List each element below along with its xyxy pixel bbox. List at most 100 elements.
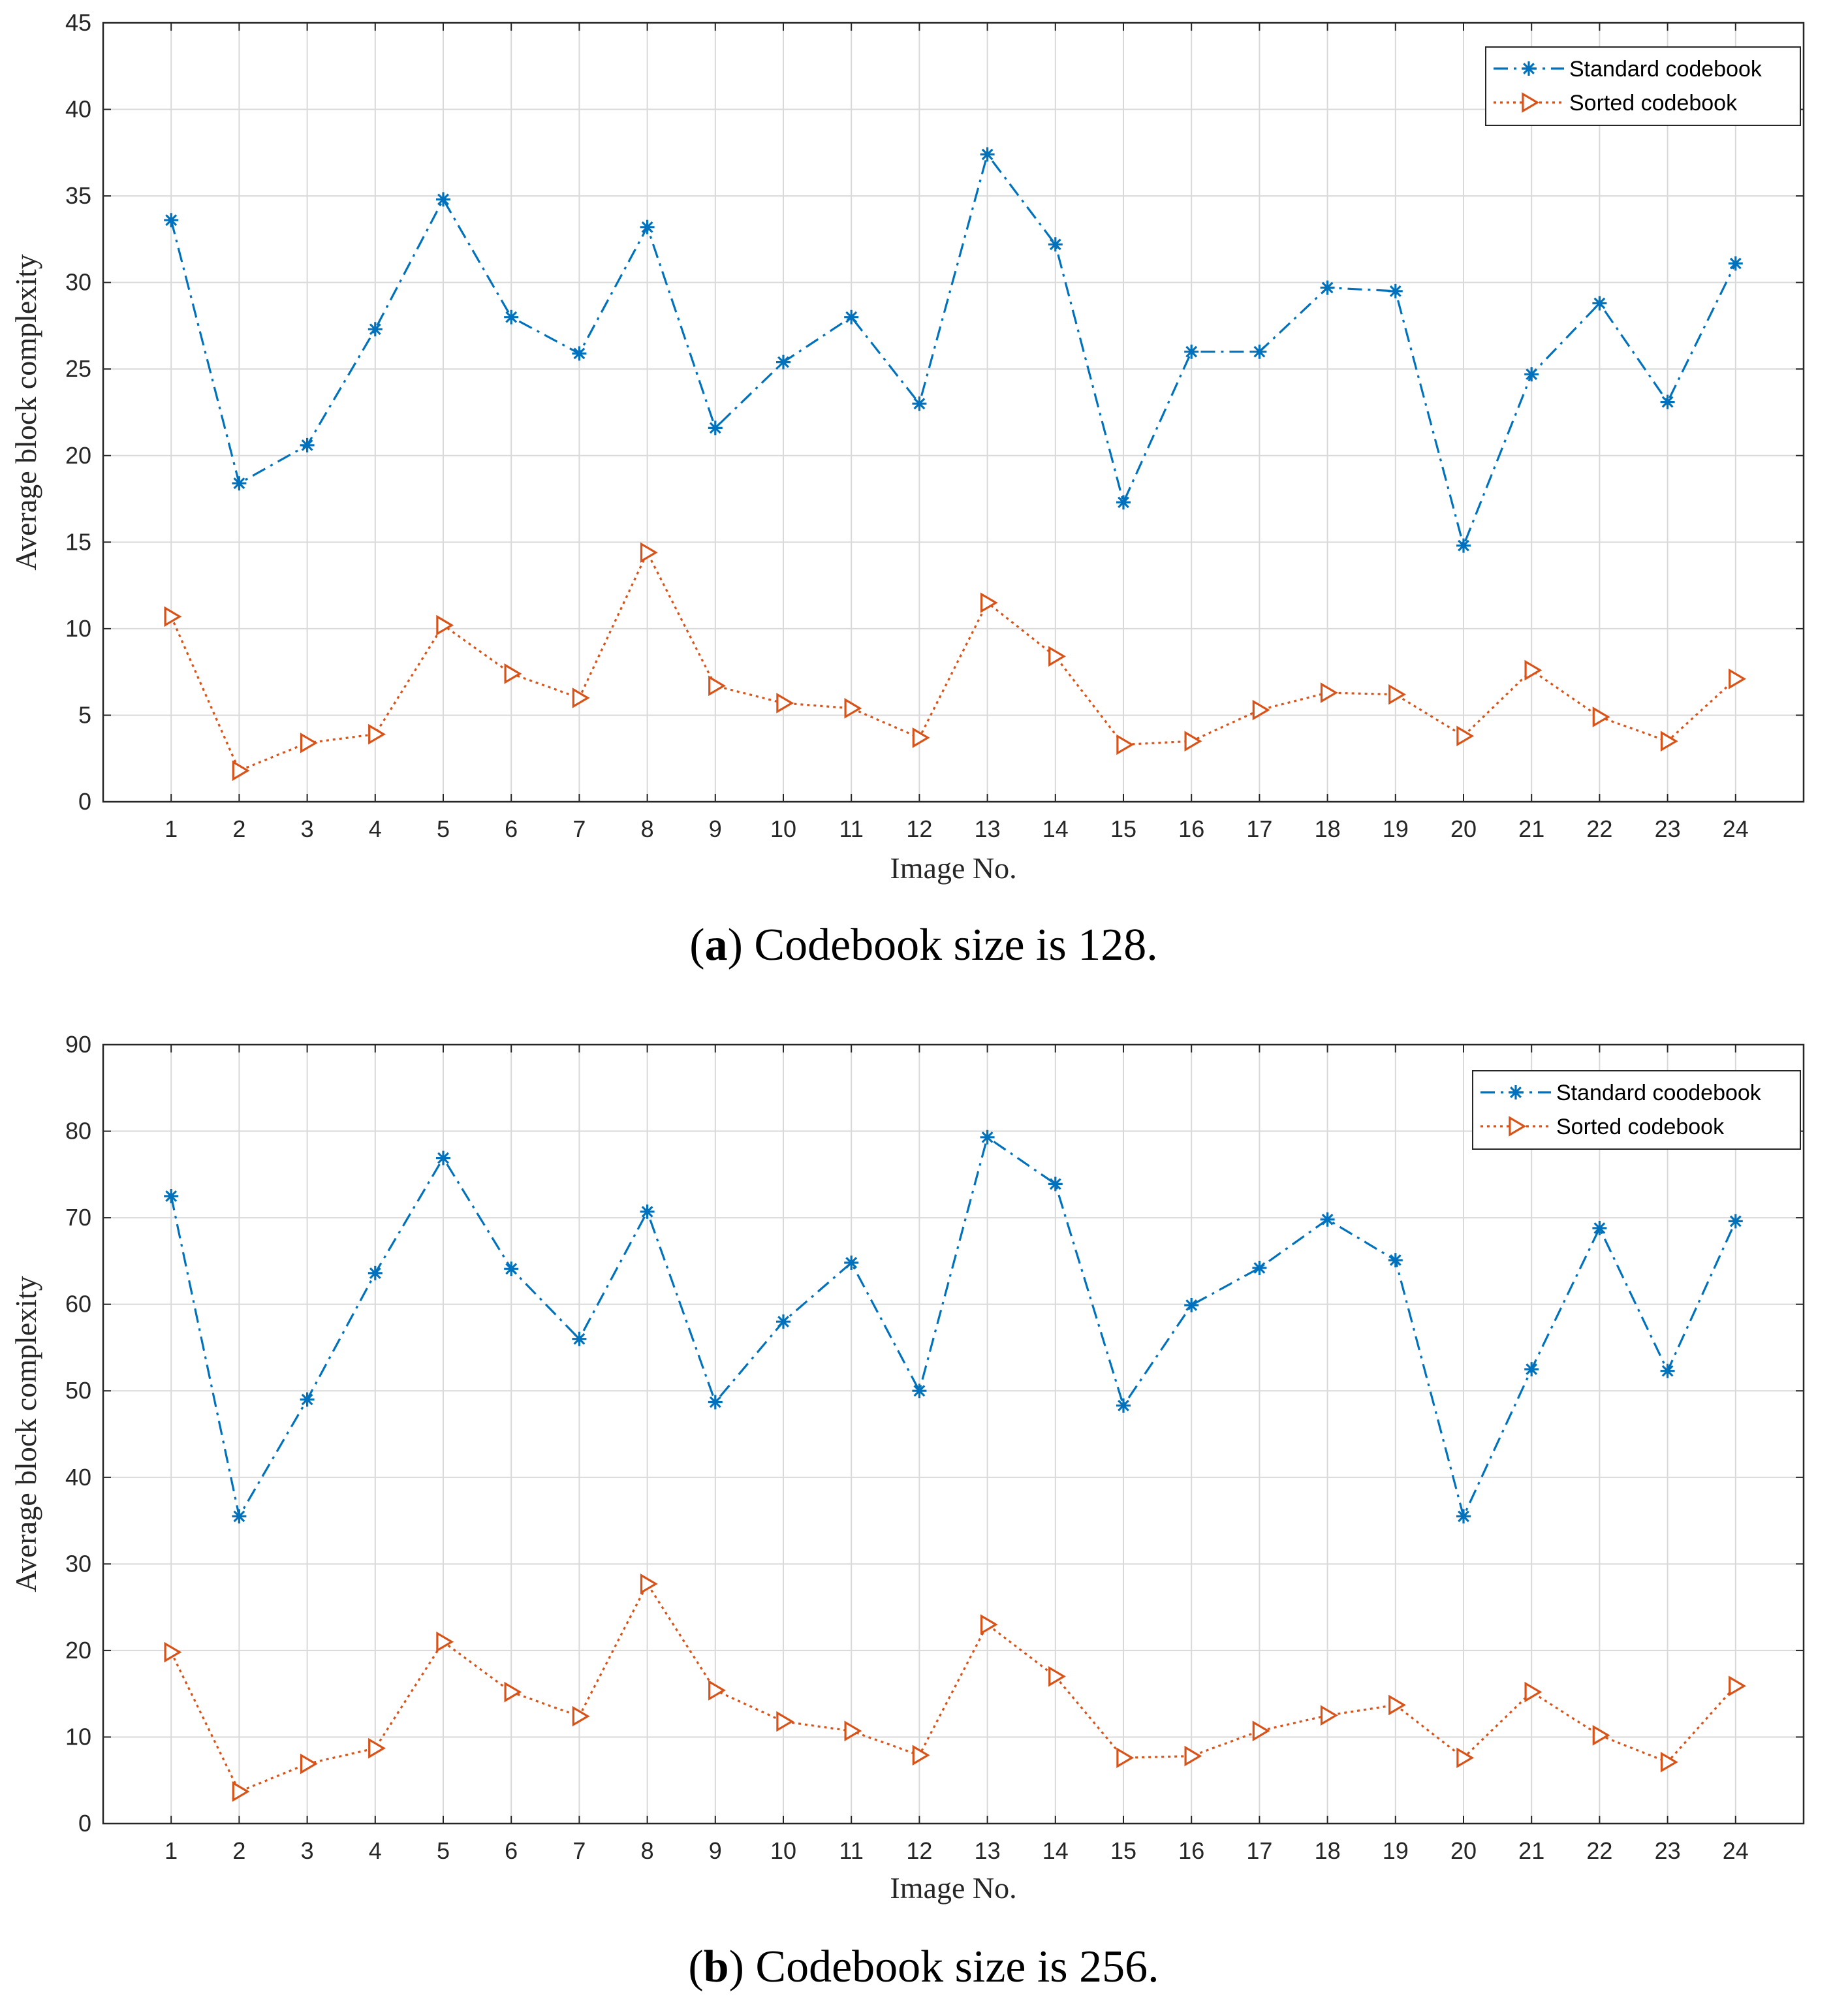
x-tick-label: 19 bbox=[1383, 815, 1409, 842]
data-point bbox=[980, 592, 998, 613]
data-point bbox=[1660, 1752, 1678, 1773]
x-tick-label: 7 bbox=[572, 1837, 586, 1864]
caption-letter: a bbox=[705, 920, 728, 970]
data-point bbox=[1184, 344, 1199, 359]
data-point bbox=[844, 1256, 859, 1270]
data-point bbox=[1184, 1298, 1199, 1312]
data-point bbox=[1388, 684, 1406, 705]
x-tick-label: 19 bbox=[1383, 1837, 1409, 1864]
data-point bbox=[572, 1331, 587, 1346]
y-tick-label: 20 bbox=[65, 442, 91, 469]
data-point bbox=[1592, 1724, 1610, 1746]
data-point bbox=[504, 309, 519, 324]
series-standard-codebook bbox=[164, 1130, 1743, 1524]
data-point bbox=[1456, 538, 1471, 553]
x-tick-label: 20 bbox=[1450, 815, 1477, 842]
data-point bbox=[1388, 283, 1403, 298]
x-tick-label: 17 bbox=[1246, 815, 1272, 842]
gridlines bbox=[103, 22, 1804, 802]
data-point bbox=[1184, 731, 1202, 752]
y-tick-label: 30 bbox=[65, 269, 91, 296]
data-point bbox=[640, 219, 655, 234]
legend-label: Sorted codebook bbox=[1569, 91, 1738, 116]
data-point bbox=[572, 346, 587, 361]
y-tick-label: 10 bbox=[65, 1723, 91, 1750]
data-point bbox=[1048, 1177, 1063, 1192]
data-point bbox=[1728, 256, 1743, 271]
x-tick-label: 17 bbox=[1246, 1837, 1272, 1864]
data-point bbox=[1048, 1666, 1066, 1687]
gridlines bbox=[103, 1044, 1804, 1824]
x-tick-label: 4 bbox=[369, 1837, 382, 1864]
data-point bbox=[232, 476, 247, 491]
y-tick-label: 15 bbox=[65, 528, 91, 555]
data-point bbox=[368, 1265, 383, 1280]
data-point bbox=[776, 1711, 794, 1732]
x-tick-label: 10 bbox=[770, 1837, 796, 1864]
data-point bbox=[504, 1681, 522, 1703]
x-tick-label: 24 bbox=[1723, 1837, 1749, 1864]
y-tick-label: 40 bbox=[65, 1464, 91, 1491]
x-tick-label: 22 bbox=[1586, 1837, 1612, 1864]
data-point bbox=[980, 1614, 998, 1635]
data-point bbox=[980, 1130, 995, 1145]
x-tick-label: 13 bbox=[975, 815, 1001, 842]
series-line bbox=[170, 1581, 1736, 1794]
ticks: 1 2 3 4 5 6 7 8 9 10 11 12 13 14 15 16 17 18 19 20 21 22 23 240… bbox=[65, 1031, 1804, 1864]
x-tick-label: 23 bbox=[1655, 815, 1681, 842]
data-point bbox=[1456, 725, 1475, 747]
data-point bbox=[708, 675, 726, 697]
data-point bbox=[436, 192, 450, 207]
x-tick-label: 9 bbox=[709, 815, 722, 842]
data-point bbox=[1729, 1675, 1746, 1697]
y-tick-label: 40 bbox=[65, 96, 91, 123]
caption-text: ) Codebook size is 128. bbox=[728, 920, 1158, 970]
series-standard-codebook bbox=[164, 147, 1743, 553]
data-point bbox=[1116, 495, 1131, 510]
x-tick-label: 18 bbox=[1315, 1837, 1341, 1864]
x-tick-label: 4 bbox=[369, 815, 382, 842]
data-point bbox=[844, 1720, 862, 1741]
data-point bbox=[1252, 1261, 1267, 1275]
data-point bbox=[1524, 659, 1543, 681]
y-axis-label: Average block complexity bbox=[9, 1276, 42, 1592]
data-point bbox=[300, 1753, 318, 1775]
figure-caption: (b) Codebook size is 256. bbox=[688, 1942, 1159, 1992]
data-point bbox=[708, 1680, 726, 1701]
data-point bbox=[708, 420, 723, 435]
x-tick-label: 16 bbox=[1178, 815, 1204, 842]
y-tick-label: 5 bbox=[78, 701, 91, 728]
caption-open: ( bbox=[688, 1942, 703, 1992]
x-tick-label: 3 bbox=[301, 815, 314, 842]
y-tick-label: 0 bbox=[78, 788, 91, 815]
x-tick-label: 11 bbox=[839, 1837, 864, 1864]
x-tick-label: 21 bbox=[1518, 815, 1544, 842]
legend-marker bbox=[1509, 1085, 1523, 1099]
x-tick-label: 15 bbox=[1110, 1837, 1136, 1864]
figure-caption: (a) Codebook size is 128. bbox=[689, 920, 1157, 970]
data-point bbox=[164, 1189, 179, 1203]
data-point bbox=[1320, 280, 1335, 295]
series-line bbox=[170, 550, 1736, 772]
data-point bbox=[436, 1150, 450, 1165]
x-tick-label: 1 bbox=[164, 815, 178, 842]
data-point bbox=[776, 693, 794, 714]
series-sorted-codebook bbox=[164, 1574, 1746, 1802]
data-point bbox=[912, 727, 930, 748]
data-point bbox=[368, 322, 383, 337]
ticks: 1 2 3 4 5 6 7 8 9 10 11 12 13 14 15 16 17 18 19 20 21 22 23 240… bbox=[65, 9, 1804, 842]
x-tick-label: 2 bbox=[232, 815, 245, 842]
y-axis-label: Average block complexity bbox=[9, 254, 42, 571]
data-point bbox=[1320, 682, 1338, 703]
data-point bbox=[1048, 646, 1066, 667]
data-point bbox=[1456, 1509, 1471, 1524]
x-tick-label: 14 bbox=[1042, 815, 1069, 842]
data-point bbox=[1184, 1745, 1202, 1767]
x-tick-label: 23 bbox=[1655, 1837, 1681, 1864]
data-point bbox=[1592, 1221, 1607, 1235]
legend-box bbox=[1485, 46, 1801, 126]
y-tick-label: 25 bbox=[65, 355, 91, 382]
data-point bbox=[1116, 1747, 1135, 1769]
data-point bbox=[504, 663, 522, 684]
data-point bbox=[1116, 734, 1135, 755]
